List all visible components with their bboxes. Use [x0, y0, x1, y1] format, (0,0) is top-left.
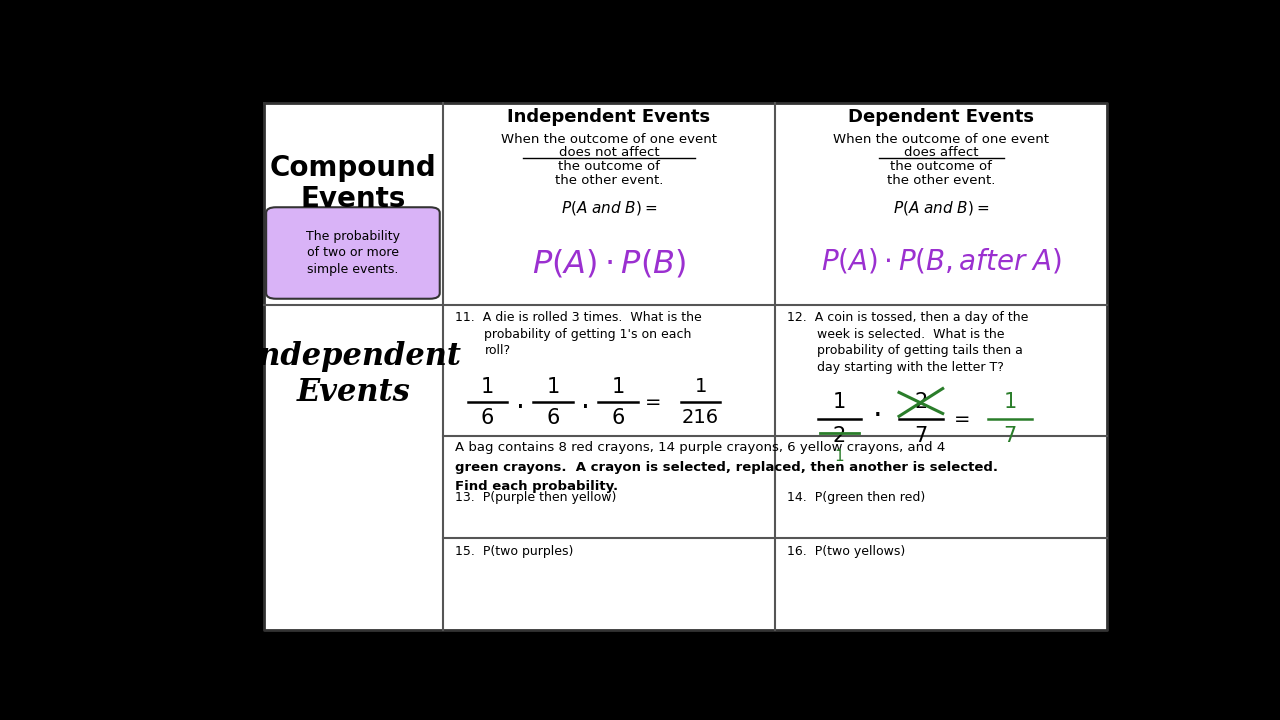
Text: .: .: [581, 386, 590, 413]
Text: 14.  P(green then red): 14. P(green then red): [787, 491, 925, 504]
Text: $P(A) \cdot P(B, after\;A)$: $P(A) \cdot P(B, after\;A)$: [820, 246, 1061, 276]
Text: 1: 1: [833, 392, 846, 413]
Text: =: =: [645, 393, 662, 412]
Text: roll?: roll?: [484, 344, 511, 357]
Text: green crayons.  A crayon is selected, replaced, then another is selected.: green crayons. A crayon is selected, rep…: [454, 461, 997, 474]
Text: 6: 6: [547, 408, 559, 428]
Text: the outcome of: the outcome of: [891, 161, 992, 174]
Text: Events: Events: [297, 377, 411, 408]
Text: 2: 2: [833, 426, 846, 446]
Text: 15.  P(two purples): 15. P(two purples): [454, 545, 573, 558]
Text: Events: Events: [301, 184, 406, 212]
Text: When the outcome of one event: When the outcome of one event: [833, 132, 1050, 145]
Text: 6: 6: [612, 408, 625, 428]
Text: probability of getting tails then a: probability of getting tails then a: [817, 344, 1023, 357]
Text: ·: ·: [873, 402, 882, 431]
Text: probability of getting 1's on each: probability of getting 1's on each: [484, 328, 691, 341]
FancyBboxPatch shape: [264, 103, 1107, 630]
Text: 7: 7: [914, 426, 928, 446]
Text: When the outcome of one event: When the outcome of one event: [500, 132, 717, 145]
Text: $P(A$ and $B) =$: $P(A$ and $B) =$: [893, 199, 989, 217]
Text: 1: 1: [547, 377, 559, 397]
Text: 2: 2: [914, 392, 928, 413]
Text: 6: 6: [481, 408, 494, 428]
Text: does affect: does affect: [904, 146, 978, 159]
Text: 216: 216: [682, 408, 719, 428]
Text: 1: 1: [481, 377, 494, 397]
Text: the other event.: the other event.: [887, 174, 996, 187]
Text: =: =: [955, 410, 970, 428]
Text: the other event.: the other event.: [554, 174, 663, 187]
Text: The probability: The probability: [306, 230, 399, 243]
Text: 12.  A coin is tossed, then a day of the: 12. A coin is tossed, then a day of the: [787, 311, 1028, 324]
Text: 1: 1: [1004, 392, 1016, 413]
Text: simple events.: simple events.: [307, 263, 398, 276]
Text: A bag contains 8 red crayons, 14 purple crayons, 6 yellow crayons, and 4: A bag contains 8 red crayons, 14 purple …: [454, 441, 945, 454]
Text: 1: 1: [612, 377, 625, 397]
Text: day starting with the letter T?: day starting with the letter T?: [817, 361, 1004, 374]
FancyBboxPatch shape: [266, 207, 440, 299]
Text: $P(A) \cdot P(B)$: $P(A) \cdot P(B)$: [531, 248, 686, 280]
Text: of two or more: of two or more: [307, 246, 399, 259]
Text: $P(A$ and $B) =$: $P(A$ and $B) =$: [561, 199, 657, 217]
Text: Find each probability.: Find each probability.: [454, 480, 618, 493]
Text: Dependent Events: Dependent Events: [849, 108, 1034, 126]
Text: does not affect: does not affect: [558, 146, 659, 159]
Text: 7: 7: [1004, 426, 1016, 446]
Text: 16.  P(two yellows): 16. P(two yellows): [787, 545, 905, 558]
Text: 1: 1: [695, 377, 707, 397]
Text: 1: 1: [835, 449, 845, 464]
Text: the outcome of: the outcome of: [558, 161, 659, 174]
Text: .: .: [516, 386, 525, 413]
Text: Compound: Compound: [270, 154, 436, 182]
Text: 13.  P(purple then yellow): 13. P(purple then yellow): [454, 491, 616, 504]
Text: Independent Events: Independent Events: [507, 108, 710, 126]
Text: Independent: Independent: [244, 341, 462, 372]
Text: 11.  A die is rolled 3 times.  What is the: 11. A die is rolled 3 times. What is the: [454, 311, 701, 324]
Text: week is selected.  What is the: week is selected. What is the: [817, 328, 1005, 341]
